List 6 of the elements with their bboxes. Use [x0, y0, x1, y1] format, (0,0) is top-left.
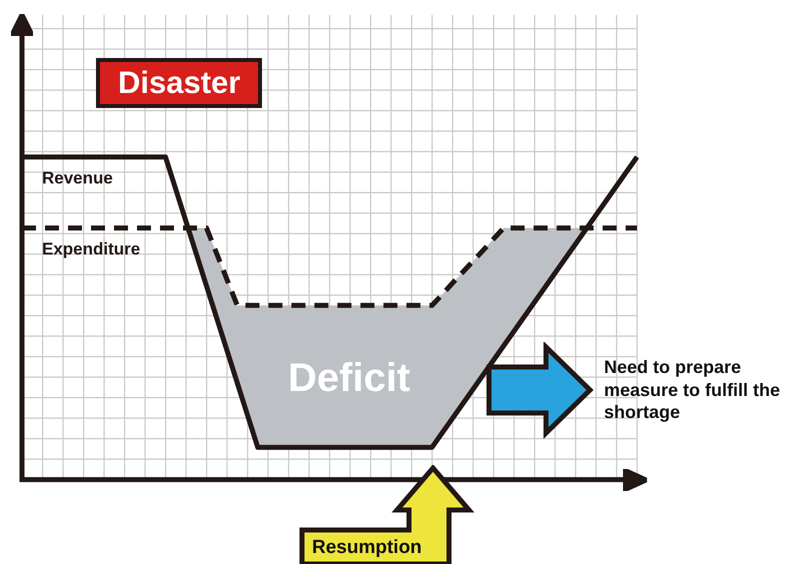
annotation: Need to prepare measure to fulfill the shortage [604, 356, 782, 424]
annotation: Deficit [288, 356, 410, 401]
text: Disaster [96, 58, 262, 108]
series-label: Revenue [42, 168, 113, 188]
series-label: Expenditure [42, 240, 140, 259]
text: Resumption [312, 537, 422, 559]
